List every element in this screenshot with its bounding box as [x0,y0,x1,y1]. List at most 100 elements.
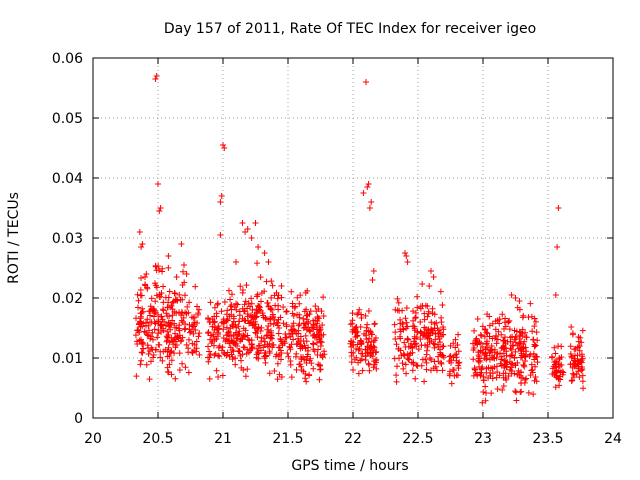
data-point [158,321,165,328]
data-point [315,315,322,322]
data-point [318,308,325,315]
data-point [267,334,274,341]
data-point [508,352,515,359]
data-point [429,305,436,312]
data-point [149,329,156,336]
data-point [397,316,404,323]
data-point [552,358,559,365]
data-point [264,341,271,348]
data-point [498,353,505,360]
data-point [448,359,455,366]
data-point [216,353,223,360]
data-point [431,344,438,351]
data-point [221,351,228,358]
data-point [214,301,221,308]
data-point [150,354,157,361]
data-point [316,327,323,334]
x-tick-label: 23.5 [532,431,563,447]
data-point [137,310,144,317]
data-point [297,353,304,360]
data-point [501,362,508,369]
data-point [267,320,274,327]
data-point [475,352,482,359]
data-point [423,351,430,358]
data-point [193,348,200,355]
data-point [314,351,321,358]
data-point [514,304,521,311]
data-point [393,341,400,348]
data-point [533,378,540,385]
data-point [455,331,462,338]
data-point [220,335,227,342]
data-point [474,341,481,348]
data-point [568,378,575,385]
data-point [169,317,176,324]
data-point [152,320,159,327]
data-point [404,335,411,342]
data-point [399,360,406,367]
data-point [166,352,173,359]
data-point [437,351,444,358]
data-point [370,364,377,371]
data-point [512,348,519,355]
data-point [217,199,224,205]
data-point [371,344,378,351]
data-point [179,282,186,289]
data-point [501,319,508,326]
x-tick-label: 22.5 [402,431,433,447]
data-point [452,336,459,343]
data-point [475,357,482,364]
data-point [209,323,216,330]
data-point [519,314,526,321]
data-point [292,353,299,360]
data-point [288,288,295,295]
data-point [498,331,505,338]
data-point [218,308,225,315]
data-point [284,350,291,357]
data-point [252,314,259,321]
data-point [150,313,157,320]
data-point [578,359,585,366]
data-point [554,244,561,250]
data-point [139,341,146,348]
data-point [176,367,183,374]
data-point [263,316,270,323]
data-point [233,335,240,342]
data-point [211,304,218,311]
data-point [352,326,359,333]
data-point [471,327,478,334]
data-point [395,299,402,306]
data-point [348,343,355,350]
data-point [578,339,585,346]
data-point [456,359,463,366]
data-point [227,344,234,351]
data-point [512,388,519,395]
x-tick-label: 21.5 [272,431,303,447]
data-point [488,390,495,397]
data-point [568,353,575,360]
data-point [257,347,264,354]
data-point [485,364,492,371]
data-point [165,344,172,351]
x-tick-label: 24 [604,431,622,447]
data-point [144,284,151,291]
data-point [314,339,321,346]
data-point [407,350,414,357]
data-point [427,367,434,374]
data-point [143,319,150,326]
data-point [493,363,500,370]
data-point [262,350,269,357]
data-point [553,373,560,380]
data-point [276,344,283,351]
data-point [152,309,159,316]
data-point [196,351,203,358]
data-point [302,332,309,339]
data-point [226,353,233,360]
data-point [311,332,318,339]
data-point [419,281,426,288]
data-point [185,309,192,316]
data-point [371,320,378,327]
data-point [549,365,556,372]
data-point [269,282,276,289]
data-point [214,300,221,307]
